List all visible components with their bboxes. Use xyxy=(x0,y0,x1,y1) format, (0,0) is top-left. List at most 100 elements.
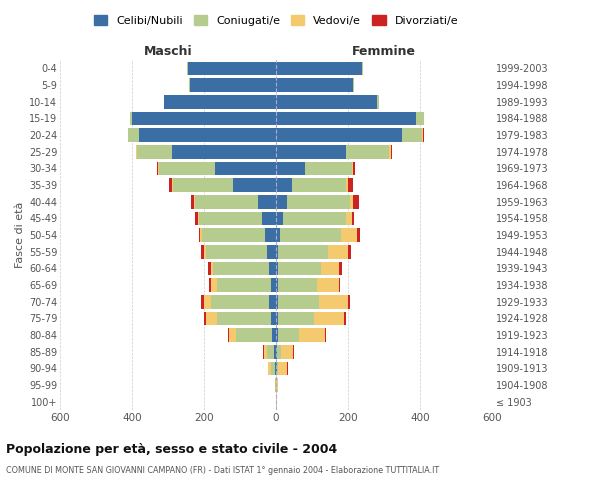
Bar xyxy=(272,328,276,342)
Bar xyxy=(202,228,265,242)
Bar xyxy=(328,245,348,258)
Bar xyxy=(276,278,278,292)
Bar xyxy=(391,145,392,158)
Bar xyxy=(341,228,357,242)
Bar xyxy=(263,345,264,358)
Bar xyxy=(357,228,360,242)
Bar xyxy=(211,278,217,292)
Bar xyxy=(194,212,197,225)
Bar xyxy=(299,328,325,342)
Bar xyxy=(229,328,236,342)
Bar xyxy=(423,128,424,142)
Bar xyxy=(280,228,341,242)
Bar xyxy=(233,178,276,192)
Bar xyxy=(325,328,326,342)
Bar xyxy=(130,112,132,125)
Bar xyxy=(422,128,423,142)
Bar xyxy=(317,278,339,292)
Bar xyxy=(278,362,287,375)
Bar xyxy=(277,362,278,375)
Bar xyxy=(200,228,202,242)
Bar xyxy=(278,278,317,292)
Bar xyxy=(209,278,211,292)
Bar xyxy=(136,145,137,158)
Bar xyxy=(169,178,172,192)
Bar xyxy=(206,245,267,258)
Bar xyxy=(352,212,355,225)
Bar xyxy=(189,78,190,92)
Bar xyxy=(204,295,211,308)
Bar xyxy=(199,212,262,225)
Bar xyxy=(278,245,328,258)
Bar xyxy=(276,345,277,358)
Bar xyxy=(353,195,359,208)
Bar xyxy=(236,328,272,342)
Bar xyxy=(191,195,194,208)
Bar xyxy=(292,178,346,192)
Bar xyxy=(277,378,278,392)
Bar xyxy=(211,262,213,275)
Bar xyxy=(348,245,351,258)
Bar xyxy=(195,195,258,208)
Bar xyxy=(275,362,276,375)
Bar xyxy=(339,262,342,275)
Bar xyxy=(274,345,276,358)
Bar xyxy=(204,245,206,258)
Bar xyxy=(139,128,276,142)
Bar xyxy=(276,295,278,308)
Bar xyxy=(276,362,277,375)
Bar xyxy=(350,195,353,208)
Legend: Celibi/Nubili, Coniugati/e, Vedovi/e, Divorziati/e: Celibi/Nubili, Coniugati/e, Vedovi/e, Di… xyxy=(89,10,463,30)
Bar xyxy=(157,162,158,175)
Bar xyxy=(346,178,348,192)
Text: Popolazione per età, sesso e stato civile - 2004: Popolazione per età, sesso e stato civil… xyxy=(6,442,337,456)
Bar xyxy=(276,262,278,275)
Y-axis label: Fasce di età: Fasce di età xyxy=(14,202,25,268)
Bar xyxy=(267,245,276,258)
Bar xyxy=(204,312,206,325)
Bar xyxy=(206,312,217,325)
Bar xyxy=(201,245,204,258)
Text: Maschi: Maschi xyxy=(143,44,193,58)
Bar xyxy=(339,278,340,292)
Bar xyxy=(276,328,278,342)
Bar xyxy=(344,312,346,325)
Bar xyxy=(190,78,276,92)
Bar xyxy=(208,262,211,275)
Bar xyxy=(293,345,294,358)
Bar xyxy=(278,262,321,275)
Bar xyxy=(276,228,280,242)
Bar xyxy=(389,145,391,158)
Bar xyxy=(128,128,139,142)
Bar xyxy=(268,362,271,375)
Bar xyxy=(277,345,281,358)
Bar xyxy=(262,212,276,225)
Bar xyxy=(158,162,159,175)
Bar xyxy=(199,228,200,242)
Bar xyxy=(278,312,314,325)
Bar xyxy=(264,345,267,358)
Bar xyxy=(353,78,355,92)
Bar xyxy=(353,162,355,175)
Bar xyxy=(215,162,276,175)
Bar xyxy=(287,362,288,375)
Bar xyxy=(194,195,195,208)
Bar xyxy=(164,95,276,108)
Text: COMUNE DI MONTE SAN GIOVANNI CAMPANO (FR) - Dati ISTAT 1° gennaio 2004 - Elabora: COMUNE DI MONTE SAN GIOVANNI CAMPANO (FR… xyxy=(6,466,439,475)
Bar xyxy=(416,112,424,125)
Bar xyxy=(276,78,353,92)
Bar xyxy=(276,195,287,208)
Bar xyxy=(276,128,402,142)
Bar xyxy=(197,212,199,225)
Bar xyxy=(346,145,389,158)
Bar xyxy=(287,195,350,208)
Bar xyxy=(276,212,283,225)
Bar xyxy=(314,312,344,325)
Bar xyxy=(352,162,353,175)
Bar xyxy=(267,345,274,358)
Bar xyxy=(276,162,305,175)
Bar xyxy=(271,278,276,292)
Bar xyxy=(283,212,346,225)
Bar xyxy=(172,145,276,158)
Bar xyxy=(132,112,276,125)
